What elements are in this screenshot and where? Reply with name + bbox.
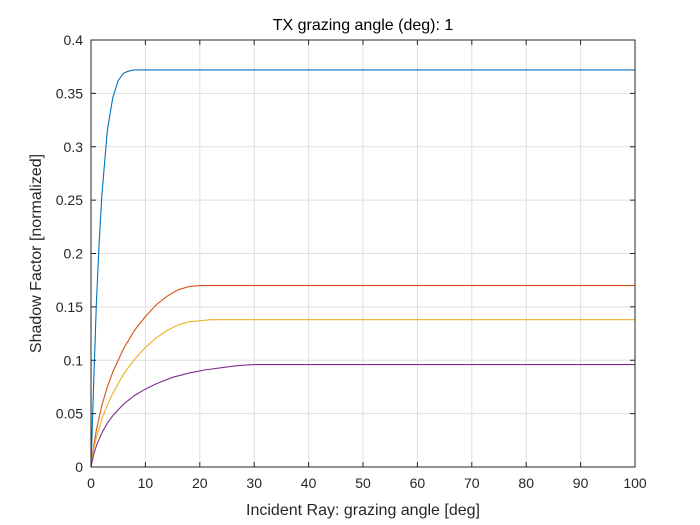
- series-line-3: [90, 319, 635, 468]
- x-tick-label: 100: [623, 475, 647, 491]
- x-tick-label: 30: [246, 475, 262, 491]
- y-tick-label: 0.35: [56, 85, 83, 101]
- x-tick-label: 70: [464, 475, 480, 491]
- series-line-1: [90, 69, 635, 468]
- x-tick-label: 10: [138, 475, 154, 491]
- y-axis-title: Shadow Factor [normalized]: [28, 154, 45, 353]
- y-tick-label: 0.4: [64, 32, 84, 48]
- x-tick-label: 60: [410, 475, 426, 491]
- x-tick-label: 50: [355, 475, 371, 491]
- series-line-4: [90, 363, 635, 468]
- series-group: [90, 69, 635, 468]
- x-tick-label: 80: [518, 475, 534, 491]
- y-tick-label: 0.15: [56, 299, 83, 315]
- y-tick-label: 0.25: [56, 192, 83, 208]
- y-tick-label: 0.1: [64, 352, 84, 368]
- x-tick-label: 40: [301, 475, 317, 491]
- y-tick-label: 0.2: [64, 246, 84, 262]
- chart-title: TX grazing angle (deg): 1: [273, 17, 454, 34]
- grid-lines: [91, 40, 635, 467]
- x-tick-label: 90: [573, 475, 589, 491]
- y-tick-label: 0.05: [56, 406, 83, 422]
- series-line-2: [90, 284, 635, 468]
- x-axis-title: Incident Ray: grazing angle [deg]: [246, 502, 480, 519]
- x-tick-label: 20: [192, 475, 208, 491]
- x-tick-label: 0: [87, 475, 95, 491]
- y-tick-label: 0.3: [64, 139, 84, 155]
- y-tick-label: 0: [75, 459, 83, 475]
- tick-group: 0 10 20 30 40 50 60 70 80 90 100 0 0.05 0.1 0.15 0.2 0.2…: [56, 32, 647, 491]
